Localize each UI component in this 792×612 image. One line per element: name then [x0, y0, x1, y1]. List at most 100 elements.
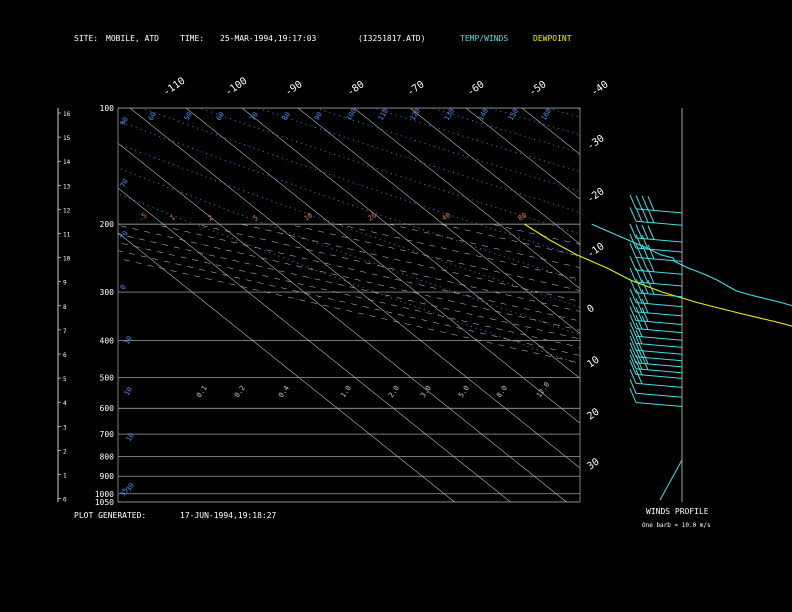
height-tick-label: 13	[63, 183, 71, 190]
wind-barb-flag	[629, 297, 637, 313]
wind-barb-flag	[629, 278, 637, 293]
height-tick-label: 14	[63, 159, 71, 166]
height-tick-label: 5	[63, 376, 67, 383]
isotherm-label: -100	[223, 76, 249, 99]
moist-adiabat	[118, 250, 580, 356]
dry-adiabat-label: 30	[125, 482, 136, 493]
dry-adiabat-label: 10	[123, 335, 134, 346]
wind-barb-flag	[635, 329, 643, 345]
wind-barb-flag	[641, 244, 649, 259]
moist-adiabat-label: 2.0	[387, 384, 401, 399]
dry-adiabat	[118, 193, 580, 365]
wind-barb-flag	[635, 355, 643, 370]
time-label: TIME:	[180, 34, 205, 43]
height-tick-label: 11	[63, 232, 71, 239]
dry-adiabat	[199, 108, 580, 235]
pressure-tick-label: 500	[100, 374, 115, 383]
wind-barb-flag	[641, 234, 649, 250]
mixing-ratio-label: .5	[137, 211, 149, 222]
mixing-ratio-label: 1	[169, 214, 177, 223]
wind-barb-flag	[629, 342, 637, 357]
dry-adiabat-label: 150	[507, 107, 520, 122]
wind-barb-flag	[635, 243, 643, 259]
isotherm-label: 30	[585, 457, 601, 473]
wind-barb-staff	[635, 382, 683, 388]
isotherm-label: 0	[585, 303, 596, 315]
wind-barb-staff	[635, 349, 683, 355]
wind-barb-flag	[629, 223, 637, 239]
isotherm-line	[118, 187, 511, 502]
wind-barb-flag	[635, 298, 643, 313]
wind-barb-flag	[635, 314, 643, 330]
isotherm-line	[297, 108, 580, 334]
pressure-tick-label: 300	[100, 288, 115, 297]
wind-barb-flag	[629, 348, 637, 364]
wind-barb-flag	[647, 269, 655, 284]
wind-barb-flag	[635, 268, 643, 283]
wind-barb-flag	[635, 349, 643, 364]
pressure-tick-label: 900	[100, 472, 115, 481]
isotherm-label: -40	[589, 79, 610, 98]
dry-adiabat-label: 160	[540, 107, 553, 122]
wind-barb-flag	[629, 336, 637, 351]
winds-profile-note: One barb = 10.0 m/s	[642, 522, 711, 529]
mixing-ratio-line	[727, 232, 792, 502]
dry-adiabat-label: 140	[477, 107, 490, 122]
isotherm-line	[241, 108, 580, 379]
dry-adiabat-label: 60	[215, 111, 226, 122]
wind-barb-staff	[635, 269, 683, 275]
wind-barb-flag	[635, 224, 643, 239]
height-tick-label: 2	[63, 448, 67, 455]
wind-barb-flag	[629, 369, 637, 384]
mixing-ratio-line	[765, 232, 792, 502]
wind-barb-flag	[629, 379, 637, 394]
dry-adiabat	[257, 108, 580, 213]
plot-generated-label: PLOT GENERATED:	[74, 511, 147, 520]
wind-barb-staff	[635, 392, 683, 398]
wind-barb-flag	[629, 194, 637, 210]
temp-winds-legend: TEMP/WINDS	[460, 34, 509, 43]
dry-adiabat	[118, 167, 580, 336]
moist-adiabat	[240, 223, 580, 302]
wind-barb-staff	[635, 328, 683, 334]
pressure-tick-label: 100	[100, 104, 115, 113]
height-tick-label: 15	[63, 135, 71, 142]
file-name: (I3251817.ATD)	[358, 34, 426, 43]
dry-adiabat	[315, 108, 580, 192]
isotherm-line	[577, 108, 580, 110]
wind-barb-flag	[629, 322, 637, 337]
moist-adiabat	[440, 223, 580, 257]
pressure-tick-label: 1050	[95, 498, 114, 507]
moist-adiabat	[153, 223, 580, 322]
wind-barb-flag	[635, 369, 643, 385]
wind-barb-staff	[635, 320, 683, 326]
moist-adiabat-label: 0.1	[195, 384, 209, 399]
isotherm-label: -110	[161, 76, 187, 99]
wind-barb-staff	[635, 247, 683, 253]
wind-barb-flag	[635, 306, 643, 322]
isotherm-line	[465, 108, 580, 200]
height-tick-label: 12	[63, 207, 71, 214]
height-tick-label: 8	[63, 304, 67, 311]
wind-barb-flag	[647, 244, 655, 260]
pressure-tick-label: 200	[100, 220, 115, 229]
wind-barb-flag	[641, 279, 649, 294]
dry-adiabat	[431, 108, 580, 154]
moist-adiabat-label: 0.2	[233, 384, 247, 399]
moist-adiabat-label: 12.0	[535, 381, 551, 399]
moist-adiabat-label: 8.0	[495, 384, 509, 399]
height-tick-label: 0	[63, 497, 67, 504]
plot-frame	[117, 107, 581, 503]
isotherm-label: -80	[345, 79, 366, 98]
wind-barb-staff	[635, 401, 683, 407]
isotherm-line	[521, 108, 580, 155]
mixing-ratio-label: 5	[252, 214, 260, 223]
dry-adiabat	[547, 108, 580, 118]
height-tick-label: 4	[63, 400, 67, 407]
dry-adiabat	[606, 108, 792, 502]
isotherm-line	[118, 232, 455, 502]
dry-adiabat-label: 35	[119, 487, 130, 498]
wind-barb-flag	[635, 234, 643, 249]
wind-barb-flag	[629, 306, 637, 321]
dry-adiabat-label: 70	[119, 230, 130, 241]
